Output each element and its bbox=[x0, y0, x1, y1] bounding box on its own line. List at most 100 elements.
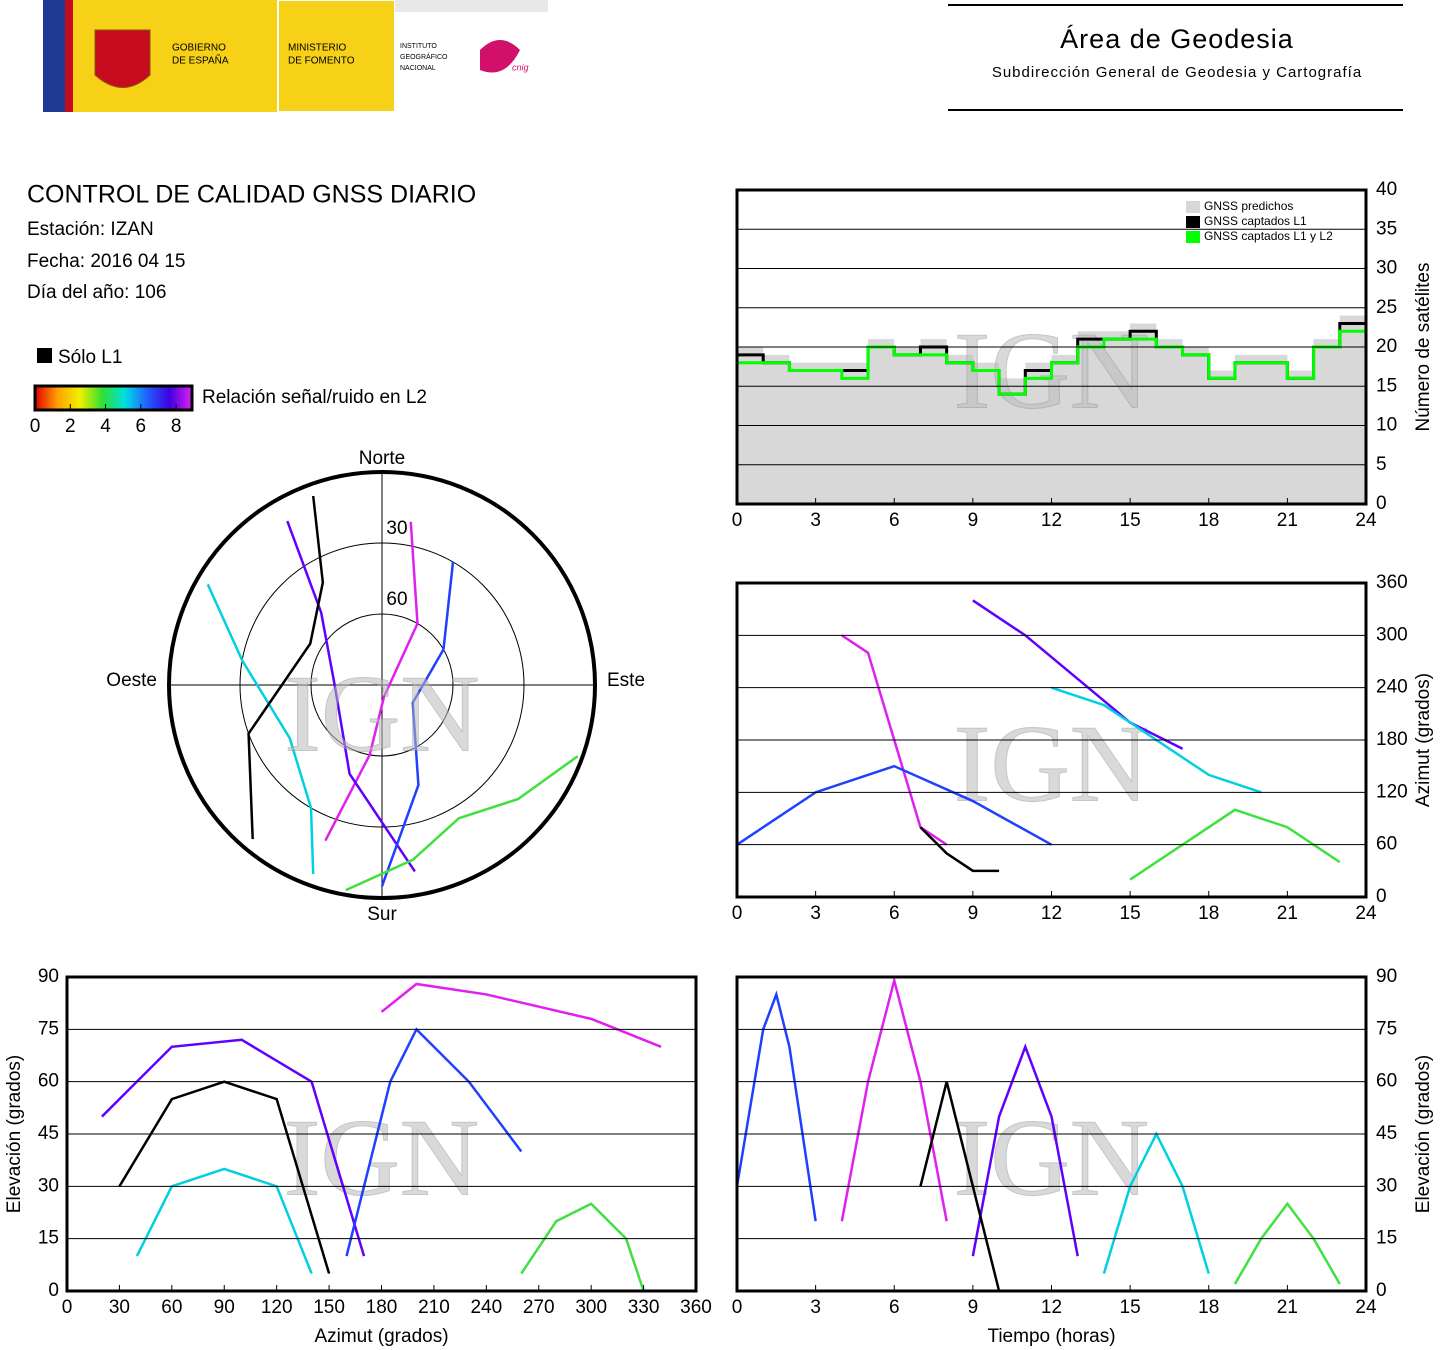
y-tick-label: 35 bbox=[1376, 218, 1397, 239]
legend-label: GNSS predichos bbox=[1204, 199, 1293, 213]
x-tick-label: 21 bbox=[1277, 1297, 1298, 1318]
x-tick-label: 3 bbox=[810, 510, 821, 531]
dir-label: Norte bbox=[359, 448, 405, 469]
x-tick-label: 90 bbox=[214, 1297, 235, 1318]
x-tick-label: 6 bbox=[889, 510, 900, 531]
x-tick-label: 120 bbox=[261, 1297, 293, 1318]
legend-swatch bbox=[1186, 216, 1200, 228]
y-tick-label: 15 bbox=[1376, 375, 1397, 396]
elevation-ring bbox=[239, 542, 525, 828]
date: Fecha: 2016 04 15 bbox=[27, 251, 185, 272]
min-yellow bbox=[277, 0, 396, 113]
x-tick-label: 12 bbox=[1041, 903, 1062, 924]
legend-swatch bbox=[1186, 231, 1200, 243]
y-tick-label: 0 bbox=[1376, 493, 1387, 514]
line bbox=[380, 982, 662, 1048]
ign-text: INSTITUTO bbox=[400, 43, 437, 50]
ign-text: NACIONAL bbox=[400, 65, 436, 72]
x-tick-label: 24 bbox=[1355, 903, 1377, 924]
colorbar-tick-label: 0 bbox=[30, 416, 41, 437]
x-tick-label: 30 bbox=[109, 1297, 130, 1318]
y-tick-label: 5 bbox=[1376, 454, 1387, 475]
legend-label: GNSS captados L1 y L2 bbox=[1204, 229, 1333, 243]
x-tick-label: 9 bbox=[968, 1297, 979, 1318]
colorbar-tick-label: 8 bbox=[171, 416, 182, 437]
y-tick-label: 90 bbox=[1376, 966, 1397, 987]
line bbox=[1129, 808, 1341, 881]
gov-text: GOBIERNO bbox=[172, 43, 226, 54]
x-tick-label: 6 bbox=[889, 903, 900, 924]
ring-label: 60 bbox=[386, 589, 407, 610]
line bbox=[972, 599, 1184, 750]
y-tick-label: 360 bbox=[1376, 572, 1408, 593]
x-tick-label: 240 bbox=[470, 1297, 502, 1318]
line bbox=[919, 826, 1000, 873]
y-tick-label: 20 bbox=[1376, 336, 1397, 357]
y-tick-label: 0 bbox=[1376, 1280, 1387, 1301]
y-tick-label: 40 bbox=[1376, 179, 1397, 200]
x-tick-label: 0 bbox=[732, 1297, 743, 1318]
x-tick-label: 24 bbox=[1355, 1297, 1377, 1318]
line bbox=[971, 1043, 1079, 1257]
x-tick-label: 21 bbox=[1277, 510, 1298, 531]
area-subtitle: Subdirección General de Geodesia y Carto… bbox=[992, 64, 1362, 81]
sky-track bbox=[206, 583, 315, 875]
x-tick-label: 0 bbox=[732, 903, 743, 924]
y-tick-label: 30 bbox=[38, 1175, 59, 1196]
x-tick-label: 210 bbox=[418, 1297, 450, 1318]
x-tick-label: 15 bbox=[1120, 510, 1141, 531]
flag-red bbox=[65, 0, 73, 112]
flag-blue bbox=[43, 0, 65, 112]
watermark: IGN bbox=[284, 652, 480, 774]
plot-frame bbox=[735, 975, 1368, 1293]
line bbox=[101, 1038, 366, 1257]
x-tick-label: 300 bbox=[575, 1297, 607, 1318]
colorbar-label: Relación señal/ruido en L2 bbox=[202, 387, 427, 408]
doy: Día del año: 106 bbox=[27, 282, 166, 303]
y-axis-label: Número de satélites bbox=[1413, 263, 1434, 432]
y-tick-label: 10 bbox=[1376, 415, 1397, 436]
x-tick-label: 360 bbox=[680, 1297, 712, 1318]
y-tick-label: 90 bbox=[38, 966, 59, 987]
x-tick-label: 180 bbox=[366, 1297, 398, 1318]
y-tick-label: 30 bbox=[1376, 258, 1397, 279]
l1-legend: Sólo L1 bbox=[58, 347, 122, 368]
plot-frame bbox=[65, 975, 698, 1293]
coat-arms bbox=[94, 29, 151, 88]
x-tick-label: 18 bbox=[1198, 1297, 1219, 1318]
y-axis-label: Elevación (grados) bbox=[1413, 1055, 1434, 1213]
legend-swatch bbox=[1186, 201, 1200, 213]
x-tick-label: 18 bbox=[1198, 903, 1219, 924]
line bbox=[737, 329, 1368, 396]
report-title: CONTROL DE CALIDAD GNSS DIARIO bbox=[27, 181, 476, 209]
y-tick-label: 60 bbox=[1376, 1071, 1397, 1092]
elevation-ring bbox=[310, 613, 454, 757]
line bbox=[1233, 1201, 1341, 1285]
y-tick-label: 180 bbox=[1376, 729, 1408, 750]
sky-track bbox=[380, 561, 455, 887]
plot-frame bbox=[735, 581, 1368, 899]
x-tick-label: 6 bbox=[889, 1297, 900, 1318]
logo-block: GOBIERNO DE ESPAÑA MINISTERIO DE FOMENTO… bbox=[43, 0, 548, 113]
y-tick-label: 0 bbox=[1376, 886, 1387, 907]
sky-track bbox=[345, 755, 579, 892]
colorbar-tick-label: 4 bbox=[100, 416, 111, 437]
x-tick-label: 270 bbox=[523, 1297, 555, 1318]
y-tick-label: 60 bbox=[1376, 834, 1397, 855]
colorbar bbox=[33, 384, 194, 412]
x-tick-label: 12 bbox=[1041, 1297, 1062, 1318]
y-tick-label: 120 bbox=[1376, 781, 1408, 802]
y-tick-label: 60 bbox=[38, 1071, 59, 1092]
dir-label: Oeste bbox=[106, 670, 157, 691]
dir-label: Sur bbox=[367, 904, 397, 925]
x-axis-label: Azimut (grados) bbox=[314, 1326, 448, 1347]
dir-label: Este bbox=[607, 670, 645, 691]
y-tick-label: 15 bbox=[38, 1228, 59, 1249]
watermark: IGN bbox=[954, 1096, 1150, 1218]
horizon bbox=[167, 470, 597, 900]
plot-frame bbox=[735, 188, 1368, 506]
x-tick-label: 330 bbox=[628, 1297, 660, 1318]
x-tick-label: 21 bbox=[1277, 903, 1298, 924]
watermark: IGN bbox=[954, 702, 1150, 824]
x-tick-label: 150 bbox=[313, 1297, 345, 1318]
